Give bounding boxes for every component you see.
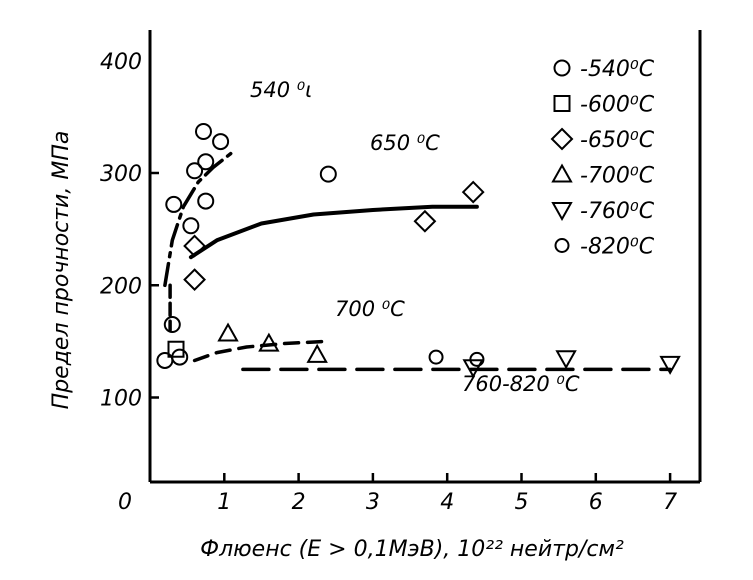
- x-tick-label: 1: [217, 490, 231, 515]
- fit-curve-3: [192, 339, 327, 363]
- data-point-series-6: [428, 349, 444, 365]
- x-tick-label: 4: [440, 490, 454, 515]
- data-point-series-5: [659, 355, 681, 375]
- legend-label-2: -600⁰C: [580, 93, 655, 118]
- data-point-series-3: [183, 268, 206, 292]
- data-point-series-1: [163, 316, 181, 334]
- data-point-series-3: [183, 234, 206, 258]
- tick-labels: 0 1 2 3 4 5 6 7 100 200 300 400: [100, 50, 677, 515]
- y-tick-label: 200: [100, 274, 142, 299]
- legend-label-1: -540⁰C: [580, 57, 655, 82]
- data-point-series-1: [197, 153, 215, 171]
- data-point-series-1: [186, 162, 204, 180]
- data-point-series-1: [194, 122, 212, 140]
- data-point-series-4: [306, 343, 328, 363]
- legend: -540⁰C -600⁰C -650⁰C -700⁰C -760⁰C -820⁰C: [550, 57, 655, 260]
- data-point-series-1: [165, 195, 183, 213]
- data-point-series-5: [462, 359, 484, 379]
- curve-label-2: 650 ⁰C: [370, 131, 440, 155]
- curve-label-3: 700 ⁰C: [335, 297, 405, 321]
- fit-curve-2: [188, 204, 479, 260]
- data-point-series-2: [167, 340, 185, 358]
- y-tick-label: 100: [100, 387, 142, 412]
- data-point-series-1: [212, 133, 230, 151]
- y-tick-label: 300: [100, 162, 142, 187]
- data-point-series-3: [413, 209, 437, 233]
- curve-label-1: 540 ⁰ι: [250, 78, 312, 102]
- data-point-series-1: [182, 217, 200, 235]
- y-tick-label: 400: [100, 50, 142, 75]
- legend-marker-5: [551, 202, 573, 222]
- data-point-series-4: [258, 332, 280, 352]
- legend-label-3: -650⁰C: [580, 128, 655, 153]
- legend-label-5: -760⁰C: [580, 199, 655, 224]
- x-tick-label: 0: [118, 490, 132, 515]
- x-tick-label: 7: [663, 490, 677, 515]
- data-point-series-3: [461, 180, 485, 204]
- data-point-series-1: [319, 165, 337, 183]
- legend-label-4: -700⁰C: [580, 164, 655, 189]
- fit-curve-1: [163, 151, 234, 288]
- legend-marker-3: [550, 127, 574, 151]
- data-point-series-1: [156, 351, 174, 369]
- y-axis-title: Предел прочности, МПа: [49, 131, 74, 410]
- x-tick-label: 5: [515, 490, 529, 515]
- axes: [148, 30, 702, 484]
- data-point-series-6: [469, 351, 485, 367]
- legend-label-6: -820⁰C: [580, 235, 655, 260]
- data-point-series-1: [197, 192, 215, 210]
- data-markers: [156, 122, 681, 379]
- data-point-series-4: [217, 322, 239, 342]
- curve-label-4: 760-820 ⁰C: [462, 372, 580, 396]
- x-tick-label: 3: [366, 490, 380, 515]
- x-tick-label: 2: [292, 490, 306, 515]
- curve-labels: 540 ⁰ι 650 ⁰C 700 ⁰C 760-820 ⁰C: [250, 78, 580, 396]
- data-point-series-5: [555, 350, 577, 370]
- legend-marker-2: [553, 95, 571, 112]
- x-axis-title: Флюенс (E > 0,1МэВ), 10²² нейтр/см²: [200, 537, 624, 562]
- fit-curves: [163, 151, 672, 372]
- x-tick-label: 6: [589, 490, 603, 515]
- legend-marker-6: [554, 238, 570, 253]
- legend-marker-1: [553, 59, 571, 77]
- legend-marker-4: [551, 163, 573, 183]
